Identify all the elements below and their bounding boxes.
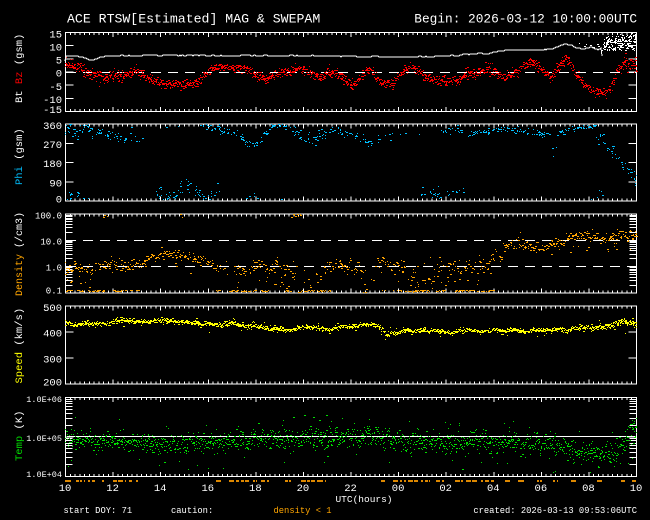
svg-text:14: 14	[154, 483, 167, 495]
svg-text:5: 5	[56, 55, 62, 67]
svg-text:90: 90	[49, 178, 62, 190]
svg-text:caution:: caution:	[171, 506, 213, 516]
svg-text:10: 10	[630, 483, 643, 495]
svg-text:400: 400	[43, 329, 62, 341]
svg-text:08: 08	[582, 483, 595, 495]
svg-text:180: 180	[43, 159, 62, 171]
svg-text:10: 10	[49, 42, 62, 54]
svg-text:Begin: 2026-03-12 10:00:00UTC: Begin: 2026-03-12 10:00:00UTC	[414, 12, 637, 27]
svg-text:ACE RTSW[Estimated] MAG & SWEP: ACE RTSW[Estimated] MAG & SWEPAM	[67, 12, 320, 27]
svg-text:Phi (gsm): Phi (gsm)	[14, 128, 26, 185]
svg-text:02: 02	[439, 483, 452, 495]
svg-text:22: 22	[344, 483, 357, 495]
svg-text:10.0: 10.0	[40, 237, 62, 247]
svg-text:270: 270	[43, 140, 62, 152]
svg-text:0: 0	[56, 69, 62, 81]
svg-text:06: 06	[535, 483, 548, 495]
svg-text:00: 00	[392, 483, 405, 495]
svg-text:20: 20	[297, 483, 310, 495]
svg-text:500: 500	[43, 303, 62, 315]
svg-text:15: 15	[49, 29, 62, 41]
svg-text:Speed (km/s): Speed (km/s)	[14, 308, 26, 384]
svg-text:12: 12	[106, 483, 119, 495]
svg-text:18: 18	[249, 483, 262, 495]
svg-text:-5: -5	[49, 82, 62, 94]
svg-text:Bt Bz (gsm): Bt Bz (gsm)	[14, 34, 26, 103]
svg-text:created: 2026-03-13 09:53:06UT: created: 2026-03-13 09:53:06UTC	[473, 506, 637, 516]
svg-text:0.1: 0.1	[46, 287, 62, 297]
svg-text:200: 200	[43, 377, 62, 389]
svg-text:1.0E+05: 1.0E+05	[26, 434, 62, 444]
svg-text:density < 1: density < 1	[274, 506, 332, 516]
svg-text:-10: -10	[43, 95, 62, 107]
svg-text:1.0: 1.0	[46, 264, 62, 274]
svg-text:start DOY: 71: start DOY: 71	[64, 506, 133, 516]
svg-text:-15: -15	[43, 105, 62, 117]
svg-text:100.0: 100.0	[35, 211, 62, 221]
svg-text:Density (/cm3): Density (/cm3)	[14, 212, 26, 296]
svg-text:10: 10	[59, 483, 72, 495]
svg-text:300: 300	[43, 355, 62, 367]
svg-text:0: 0	[56, 194, 62, 206]
svg-text:Temp (K): Temp (K)	[14, 411, 26, 461]
svg-text:04: 04	[487, 483, 500, 495]
svg-text:360: 360	[43, 121, 62, 133]
svg-text:1.0E+04: 1.0E+04	[26, 470, 62, 480]
svg-text:1.0E+06: 1.0E+06	[26, 395, 62, 405]
svg-text:UTC(hours): UTC(hours)	[335, 494, 392, 505]
svg-text:16: 16	[201, 483, 214, 495]
